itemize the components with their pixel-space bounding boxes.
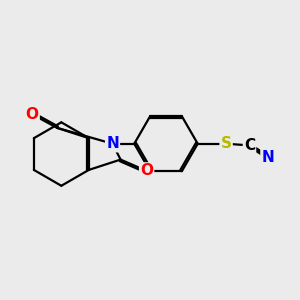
Text: C: C [244, 138, 255, 153]
Text: S: S [220, 136, 232, 151]
Text: O: O [140, 164, 153, 178]
Text: N: N [106, 136, 119, 151]
Text: O: O [26, 107, 39, 122]
Text: N: N [262, 150, 274, 165]
